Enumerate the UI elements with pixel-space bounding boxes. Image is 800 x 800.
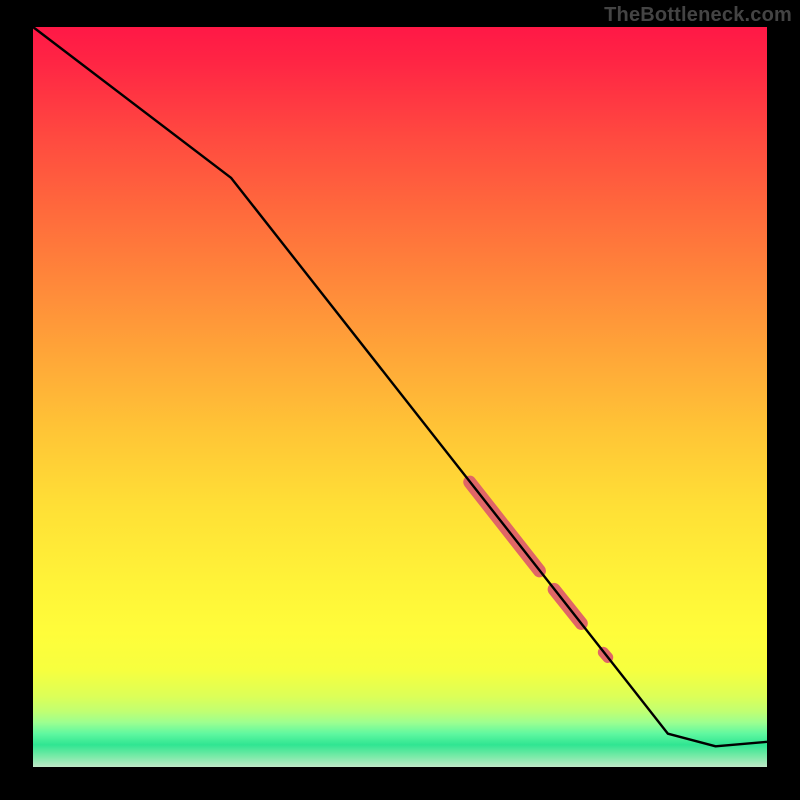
watermark-text: TheBottleneck.com — [604, 4, 792, 27]
bottleneck-chart — [0, 0, 800, 800]
plot-background — [33, 27, 767, 767]
chart-container: TheBottleneck.com — [0, 0, 800, 800]
